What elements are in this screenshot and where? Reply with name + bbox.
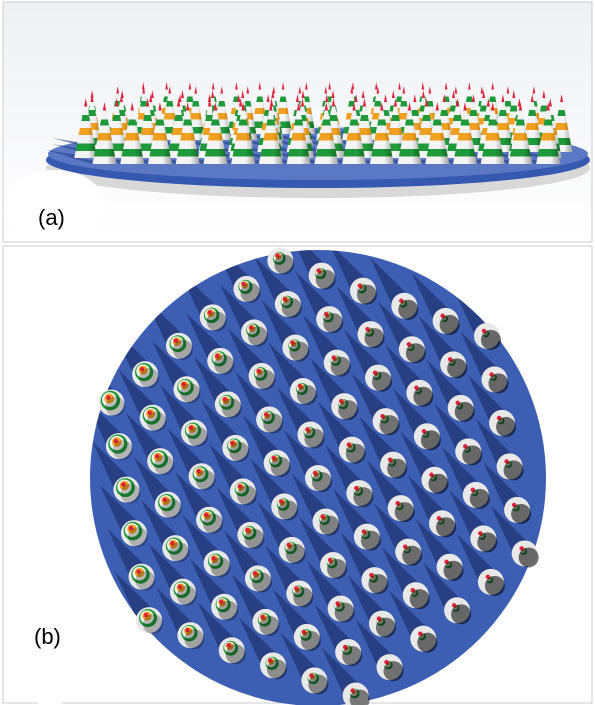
cone-shade (147, 412, 167, 432)
cone-shade (342, 646, 362, 666)
cone-shade (421, 430, 441, 450)
cone-shade (226, 644, 246, 664)
cone-shade (207, 311, 227, 331)
cone-shade (286, 544, 306, 564)
cone-shade (455, 402, 475, 422)
cone-shade (120, 484, 140, 504)
cone-shade (372, 372, 392, 392)
cone-shade (511, 504, 531, 524)
cone-shade (154, 455, 174, 475)
cone-shade (451, 604, 471, 624)
cone-shade (413, 387, 433, 407)
cone-shade (331, 357, 351, 377)
cone-shade (135, 571, 155, 591)
cone-shade (274, 254, 294, 274)
cone-shade (256, 370, 276, 390)
cone-shade (304, 428, 324, 448)
cone-shade (361, 531, 381, 551)
cone-shade (297, 385, 317, 405)
cone-shade (222, 398, 242, 418)
cone-shade (229, 442, 249, 462)
cone-shade (346, 444, 366, 464)
cone-shade (282, 298, 302, 318)
cone-shade (214, 355, 234, 375)
cone-shade (519, 547, 539, 567)
cone-shade (380, 415, 400, 435)
cone-shade (395, 502, 415, 522)
cone-shade (244, 529, 264, 549)
cone-shade (444, 561, 464, 581)
cone-shade (320, 516, 340, 536)
panel-label: (a) (38, 205, 65, 230)
cone-shade (436, 517, 456, 537)
cone-shade (338, 400, 358, 420)
cone-shade (241, 283, 261, 303)
cone-shade (263, 413, 283, 433)
cone-shade (323, 313, 343, 333)
cone-shade (289, 341, 309, 361)
label-backdrop (5, 595, 95, 705)
cone-shade (489, 373, 509, 393)
cone-shade (293, 587, 313, 607)
cone-shade (447, 358, 467, 378)
cone-shade (504, 460, 524, 480)
cone-shade (252, 572, 272, 592)
cone-shade (180, 383, 200, 403)
figure: (a) (b) (0, 0, 595, 705)
cone-shade (169, 542, 189, 562)
cone-shade (440, 315, 460, 335)
page: (a) (b) (() => { const data = JSON.parse… (0, 0, 595, 705)
cone-shade (402, 546, 422, 566)
cone-shade (173, 340, 193, 360)
cone-shade (301, 631, 321, 651)
cone-shade (357, 285, 377, 305)
cone-shade (184, 629, 204, 649)
cone-shade (335, 603, 355, 623)
cone-shade (278, 500, 298, 520)
cone-shade (406, 343, 426, 363)
cone-shade (271, 457, 291, 477)
cone-shade (218, 601, 238, 621)
cone-shade (128, 527, 148, 547)
cone-shade (177, 586, 197, 606)
panel-label: (b) (34, 624, 61, 649)
cone-shade (113, 440, 133, 460)
cone-shade (387, 459, 407, 479)
cone-shade (481, 330, 501, 350)
cone-shade (365, 328, 385, 348)
cone-shade (105, 397, 125, 417)
cone-shade (143, 614, 163, 634)
cone-shade (237, 485, 257, 505)
cone-shade (196, 470, 216, 490)
cone-shade (308, 674, 328, 694)
cone-shade (398, 300, 418, 320)
cone-shade (383, 661, 403, 681)
cone-shade (312, 472, 332, 492)
cone-shade (259, 616, 279, 636)
cone-shade (203, 514, 223, 534)
cone-shade (162, 499, 182, 519)
cone-shade (267, 659, 287, 679)
cone-shade (327, 559, 347, 579)
cone-shade (353, 487, 373, 507)
cone-shade (139, 368, 159, 388)
cone-shade (462, 445, 482, 465)
cone-shade (485, 576, 505, 596)
cone-shade (211, 557, 231, 577)
cone-shade (496, 417, 516, 437)
cone-shade (428, 474, 448, 494)
cone-shade (316, 270, 336, 290)
cone-shade (417, 633, 437, 653)
cone-shade (470, 489, 490, 509)
cone-shade (368, 574, 388, 594)
cone-shade (248, 326, 268, 346)
cone-shade (410, 589, 430, 609)
cone-shade (376, 618, 396, 638)
cone-shade (477, 532, 497, 552)
cone-shade (188, 427, 208, 447)
